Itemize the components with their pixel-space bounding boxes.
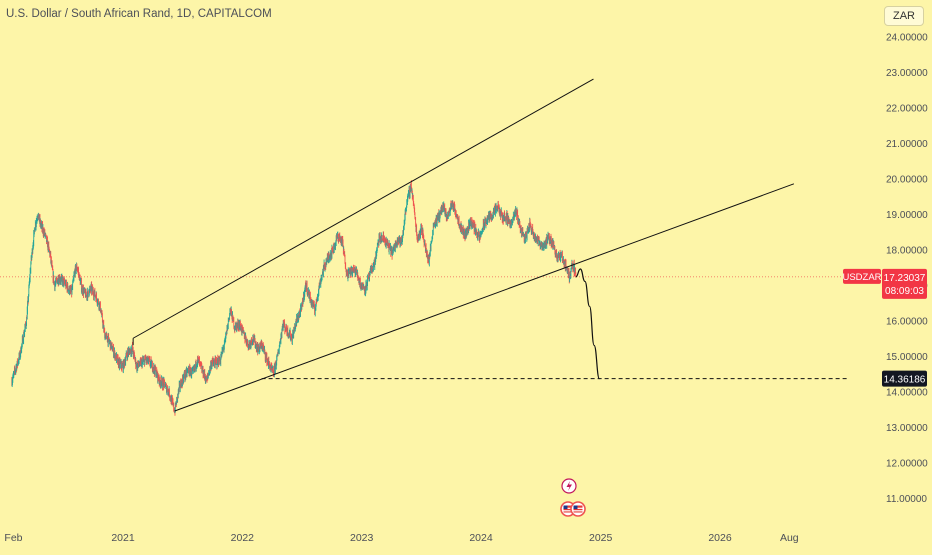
y-tick-label: 24.00000 <box>886 33 928 44</box>
lightning-glyph <box>566 481 572 491</box>
y-tick-label: 23.00000 <box>886 68 928 79</box>
x-tick-label: 2025 <box>589 532 613 544</box>
x-axis[interactable]: Feb 2021 2022 2023 2024 2025 2026 Aug <box>4 532 798 544</box>
flag-stripes <box>573 505 583 513</box>
target-price-label: 14.36186 <box>884 375 926 386</box>
y-tick-label: 14.00000 <box>886 388 928 399</box>
y-tick-label: 15.00000 <box>886 352 928 363</box>
chart-title: U.S. Dollar / South African Rand, 1D, CA… <box>6 8 272 20</box>
flag-stripes <box>563 505 573 513</box>
flag-stripe <box>563 510 573 512</box>
y-tick-label: 13.00000 <box>886 423 928 434</box>
x-tick-label: 2021 <box>111 532 135 544</box>
x-tick-label: 2023 <box>350 532 374 544</box>
y-tick-label: 12.00000 <box>886 459 928 470</box>
x-tick-label: 2024 <box>469 532 493 544</box>
y-axis[interactable]: 11.00000 12.00000 13.00000 14.00000 15.00000… <box>886 33 928 506</box>
event-icons[interactable] <box>560 478 586 517</box>
projection-path[interactable] <box>575 268 600 380</box>
price-tags: USDZAR 17.23037 08:09:03 14.36186 <box>842 268 927 387</box>
symbol-tag-label: USDZAR <box>842 272 881 283</box>
flag-stripe <box>563 507 573 509</box>
target-price-tag <box>882 370 927 387</box>
flag-stripe <box>573 507 583 509</box>
y-tick-label: 11.00000 <box>886 494 927 505</box>
x-tick-label: Aug <box>780 532 799 544</box>
currency-button[interactable]: ZAR <box>884 6 924 26</box>
y-tick-label: 20.00000 <box>886 175 928 186</box>
x-tick-label: 2022 <box>231 532 255 544</box>
flag-stripe <box>573 510 583 512</box>
candles-layer <box>11 180 577 416</box>
x-tick-label: Feb <box>4 532 22 544</box>
y-tick-label: 16.00000 <box>886 317 928 328</box>
x-tick-label: 2026 <box>708 532 732 544</box>
y-tick-label: 22.00000 <box>886 104 928 115</box>
last-price-tag <box>882 268 927 299</box>
countdown-label: 08:09:03 <box>885 286 924 297</box>
symbol-tag <box>843 268 881 284</box>
y-tick-label: 19.00000 <box>886 210 928 221</box>
drawings-layer <box>0 78 848 412</box>
flag-canton <box>573 505 578 509</box>
flag-canton <box>563 505 568 509</box>
y-tick-label: 21.00000 <box>886 139 928 150</box>
channel-upper-line[interactable] <box>132 78 594 339</box>
channel-lower-line[interactable] <box>174 183 795 412</box>
y-tick-label: 18.00000 <box>886 246 928 257</box>
last-price-label: 17.23037 <box>884 273 926 284</box>
